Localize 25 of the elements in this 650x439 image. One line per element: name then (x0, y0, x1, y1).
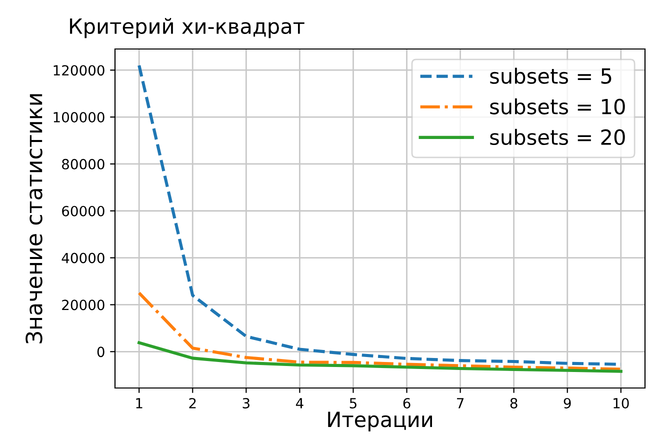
y-axis-title: Значение статистики (26, 94, 42, 344)
y-tick-label: 100000 (54, 112, 104, 123)
legend-label: subsets = 5 (490, 68, 612, 84)
x-tick-label: 9 (564, 398, 571, 408)
line-series (138, 341, 622, 373)
x-axis-title: Итерации (328, 412, 432, 432)
x-tick-label: 2 (189, 398, 196, 408)
y-tick-label: 20000 (62, 300, 104, 310)
legend-label: subsets = 10 (490, 98, 625, 114)
y-tick-label: 120000 (54, 65, 104, 76)
x-tick-label: 7 (457, 398, 464, 408)
chart-title: Критерий хи-квадрат (70, 18, 304, 38)
y-tick-label: 0 (97, 346, 104, 358)
line-series (138, 291, 622, 371)
y-tick-label: 60000 (62, 206, 104, 216)
x-tick-label: 1 (136, 398, 142, 408)
y-tick-label: 40000 (62, 252, 104, 264)
x-tick-label: 4 (296, 398, 304, 408)
x-tick-label: 10 (614, 398, 629, 408)
y-tick-label: 80000 (62, 158, 104, 170)
legend-label: subsets = 20 (490, 128, 625, 146)
x-tick-label: 5 (350, 398, 356, 408)
x-tick-label: 3 (242, 398, 250, 408)
x-tick-label: 8 (510, 398, 518, 408)
x-tick-label: 6 (403, 398, 410, 408)
